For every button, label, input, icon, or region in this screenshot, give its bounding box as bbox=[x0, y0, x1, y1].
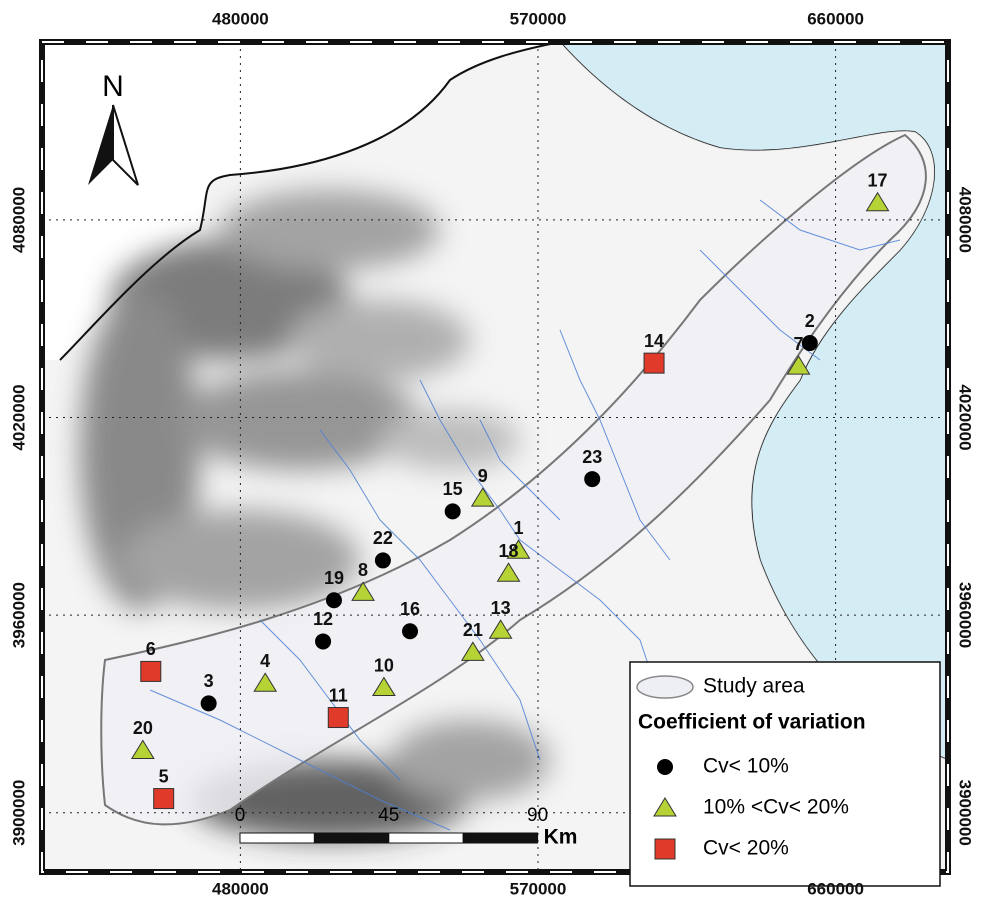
y-tick-label: 4020000 bbox=[9, 384, 28, 450]
legend-label: 10% <Cv< 20% bbox=[703, 796, 849, 819]
station-label: 16 bbox=[400, 599, 420, 619]
scale-segment bbox=[463, 833, 537, 843]
station-marker bbox=[584, 471, 600, 487]
north-label: N bbox=[102, 70, 124, 103]
station-label: 22 bbox=[373, 528, 393, 548]
station-marker bbox=[326, 592, 342, 608]
y-tick-label: 3960000 bbox=[956, 582, 975, 648]
legend-title: Coefficient of variation bbox=[638, 711, 866, 734]
station-label: 14 bbox=[644, 331, 664, 351]
scale-label: 90 bbox=[527, 805, 548, 826]
y-tick-label: 4080000 bbox=[9, 187, 28, 253]
station-marker bbox=[315, 633, 331, 649]
station-label: 17 bbox=[868, 170, 888, 190]
station-label: 5 bbox=[159, 766, 169, 786]
station-label: 2 bbox=[805, 311, 815, 331]
station-label: 6 bbox=[146, 639, 156, 659]
station-marker bbox=[402, 623, 418, 639]
station-marker bbox=[802, 335, 818, 351]
y-tick-label: 3900000 bbox=[9, 780, 28, 846]
station-marker bbox=[328, 708, 348, 728]
scale-segment bbox=[240, 833, 314, 843]
x-tick-label: 660000 bbox=[807, 9, 864, 28]
map: N 04590Km 123456789101112131415161718192… bbox=[0, 0, 982, 904]
station-marker bbox=[657, 759, 673, 775]
scale-unit: Km bbox=[544, 826, 578, 849]
scale-label: 0 bbox=[235, 805, 246, 826]
legend-label: Study area bbox=[703, 675, 805, 698]
station-label: 10 bbox=[374, 655, 394, 675]
station-label: 13 bbox=[491, 598, 511, 618]
station-label: 7 bbox=[794, 334, 804, 354]
legend-label: Cv< 20% bbox=[703, 837, 789, 860]
station-label: 20 bbox=[133, 718, 153, 738]
scale-segment bbox=[314, 833, 388, 843]
station-label: 4 bbox=[260, 651, 270, 671]
station-marker bbox=[201, 695, 217, 711]
station-marker bbox=[445, 503, 461, 519]
station-marker bbox=[644, 353, 664, 373]
legend: Study area Coefficient of variation Cv< … bbox=[630, 662, 940, 886]
scale-segment bbox=[389, 833, 463, 843]
station-label: 9 bbox=[478, 466, 488, 486]
y-tick-label: 4080000 bbox=[956, 187, 975, 253]
station-label: 8 bbox=[358, 560, 368, 580]
station-label: 21 bbox=[463, 620, 483, 640]
x-tick-label: 480000 bbox=[212, 9, 269, 28]
station-label: 15 bbox=[443, 479, 463, 499]
station-label: 19 bbox=[324, 568, 344, 588]
station-marker bbox=[655, 839, 675, 859]
station-marker bbox=[141, 661, 161, 681]
station-label: 1 bbox=[513, 518, 523, 538]
scale-label: 45 bbox=[378, 805, 399, 826]
station-marker bbox=[154, 789, 174, 809]
station-label: 12 bbox=[313, 609, 333, 629]
x-tick-label: 570000 bbox=[510, 879, 567, 898]
y-tick-label: 4020000 bbox=[956, 384, 975, 450]
station-label: 11 bbox=[329, 685, 348, 705]
y-tick-label: 3960000 bbox=[9, 582, 28, 648]
station-label: 3 bbox=[204, 671, 214, 691]
y-tick-label: 3900000 bbox=[956, 780, 975, 846]
station-label: 18 bbox=[499, 541, 519, 561]
x-tick-label: 570000 bbox=[510, 9, 567, 28]
x-tick-label: 660000 bbox=[807, 879, 864, 898]
x-tick-label: 480000 bbox=[212, 879, 269, 898]
station-marker bbox=[375, 552, 391, 568]
legend-label: Cv< 10% bbox=[703, 755, 789, 778]
station-label: 23 bbox=[582, 447, 602, 467]
